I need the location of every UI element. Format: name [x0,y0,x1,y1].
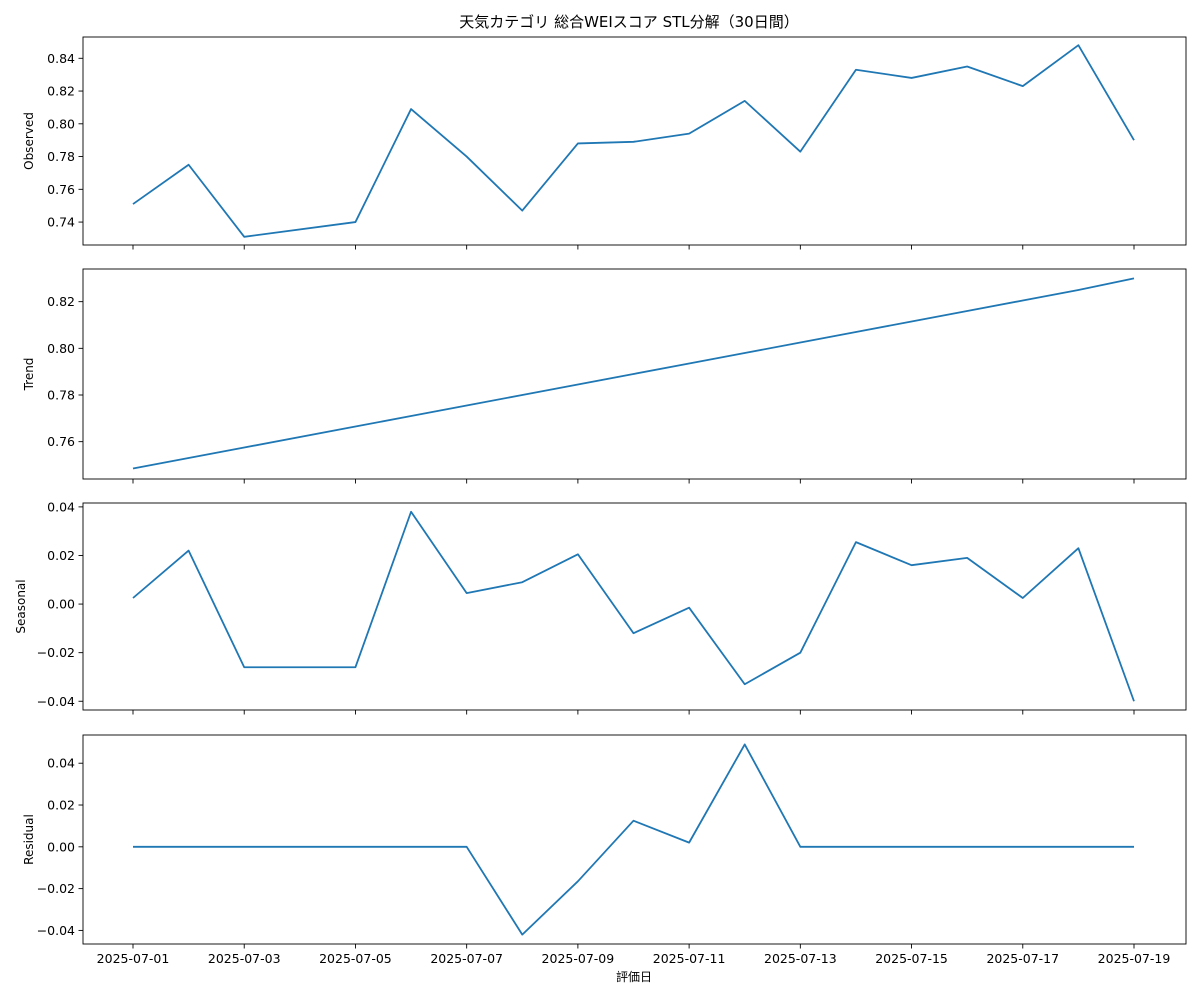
y-tick-label-seasonal: 0.04 [47,499,75,514]
y-tick-label-observed: 0.82 [47,84,75,99]
x-axis-label: 評価日 [616,969,652,984]
panel-frame-seasonal [82,502,1187,711]
series-line-seasonal [132,510,1135,702]
x-tick-label: 2025-07-05 [319,951,392,966]
y-tick-label-residual: −0.04 [37,923,75,938]
series-line-trend [132,277,1135,470]
series-line-observed [132,44,1135,238]
y-tick-label-residual: 0.00 [47,839,75,854]
panel-trend: 0.76 0.78 0.80 0.82 Trend [22,268,1187,484]
panel-seasonal: −0.04 −0.02 0.00 0.02 0.04 Seasonal [14,499,1187,715]
y-tick-label-observed: 0.84 [47,51,75,66]
y-tick-label-seasonal: −0.04 [37,694,75,709]
panel-observed: 0.74 0.76 0.78 0.80 0.82 0.84 Observed [22,36,1187,250]
x-tick-label: 2025-07-13 [764,951,837,966]
panel-residual: −0.04 −0.02 0.00 0.02 0.04 Residual [22,734,1187,949]
x-tick-label: 2025-07-19 [1098,951,1171,966]
y-tick-label-trend: 0.76 [47,434,75,449]
y-tick-label-observed: 0.76 [47,182,75,197]
y-axis-label-residual: Residual [22,814,36,865]
y-tick-label-trend: 0.80 [47,341,75,356]
y-tick-label-residual: 0.04 [47,756,75,771]
y-tick-label-observed: 0.78 [47,149,75,164]
x-tick-label: 2025-07-15 [875,951,948,966]
y-tick-label-trend: 0.78 [47,388,75,403]
series-line-residual [133,743,1134,936]
x-tick-label: 2025-07-17 [986,951,1059,966]
x-tick-label: 2025-07-09 [542,951,615,966]
x-tick-label: 2025-07-11 [653,951,726,966]
y-tick-label-residual: 0.02 [47,798,75,813]
panel-frame-residual [82,734,1187,945]
x-tick-label: 2025-07-07 [430,951,503,966]
panel-frame-observed [82,36,1187,246]
x-tick-label: 2025-07-03 [208,951,281,966]
y-tick-label-seasonal: 0.02 [47,548,75,563]
y-tick-label-observed: 0.74 [47,215,75,230]
y-axis-label-trend: Trend [22,358,36,392]
x-tick-label: 2025-07-01 [97,951,170,966]
panel-frame-trend [82,268,1187,480]
y-tick-label-seasonal: −0.02 [37,645,75,660]
y-tick-label-observed: 0.80 [47,116,75,131]
y-tick-label-seasonal: 0.00 [47,597,75,612]
y-axis-label-seasonal: Seasonal [14,579,28,633]
chart-title: 天気カテゴリ 総合WEIスコア STL分解（30日間） [459,13,798,31]
y-tick-label-trend: 0.82 [47,294,75,309]
y-axis-label-observed: Observed [22,112,36,170]
y-tick-label-residual: −0.02 [37,881,75,896]
